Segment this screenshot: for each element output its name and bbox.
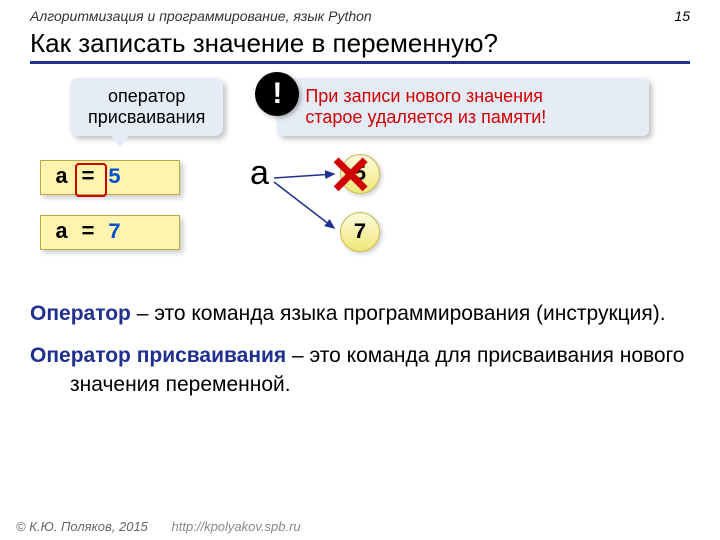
code2-var: a: [55, 220, 68, 245]
definition-1-text: – это команда языка программирования (ин…: [131, 302, 666, 325]
definition-2: Оператор присваивания – это команда для …: [30, 342, 690, 399]
callout-tail-icon: [110, 134, 130, 148]
code1-val: 5: [108, 165, 121, 190]
old-value-circle: 5: [340, 154, 380, 194]
assignment-callout: оператор присваивания: [70, 78, 223, 136]
page-title: Как записать значение в переменную?: [30, 28, 690, 59]
copyright: © К.Ю. Поляков, 2015: [16, 519, 148, 534]
exclamation-icon: !: [255, 72, 299, 116]
code1-var: a: [55, 165, 68, 190]
warning-line2: старое удаляется из памяти!: [305, 107, 635, 128]
equals-highlight-icon: [75, 163, 107, 197]
term-assignment: Оператор присваивания: [30, 344, 286, 367]
course-label: Алгоритмизация и программирование, язык …: [30, 8, 372, 24]
new-value-circle: 7: [340, 212, 380, 252]
code2-eq: =: [81, 220, 94, 245]
warning-line1: При записи нового значения: [305, 86, 635, 107]
old-value: 5: [353, 162, 366, 187]
callout-line1: оператор: [88, 86, 205, 107]
warning-box: ! При записи нового значения старое удал…: [277, 78, 649, 136]
header-bar: Алгоритмизация и программирование, язык …: [30, 8, 690, 24]
code2-val: 7: [108, 220, 121, 245]
new-value: 7: [353, 220, 366, 245]
code-line-2: a = 7: [40, 215, 180, 250]
variable-label: a: [250, 154, 269, 193]
callout-line2: присваивания: [88, 107, 205, 128]
footer-url: http://kpolyakov.spb.ru: [172, 519, 301, 534]
footer: © К.Ю. Поляков, 2015 http://kpolyakov.sp…: [16, 519, 301, 534]
code-line-1: a = 5: [40, 160, 180, 195]
title-underline: [30, 61, 690, 64]
definitions: Оператор – это команда языка программиро…: [30, 300, 690, 399]
code-diagram: a = 5 a = 7 a 5 ✕ 7: [40, 160, 690, 290]
slide: Алгоритмизация и программирование, язык …: [0, 0, 720, 540]
term-operator: Оператор: [30, 302, 131, 325]
definition-1: Оператор – это команда языка программиро…: [30, 300, 690, 328]
page-number: 15: [674, 8, 690, 24]
callout-row: оператор присваивания ! При записи новог…: [70, 78, 690, 136]
